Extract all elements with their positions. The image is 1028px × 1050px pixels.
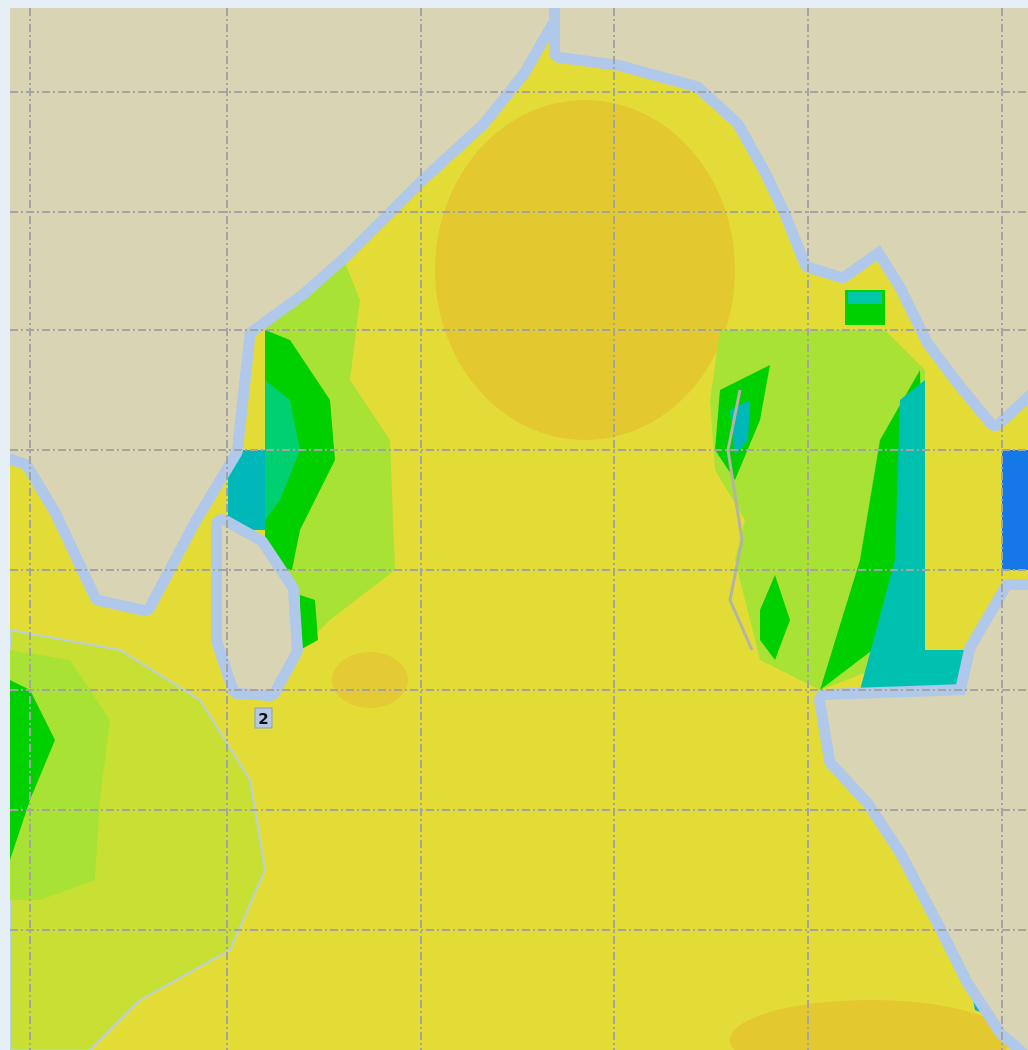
wave-zone [300,595,318,650]
island-chain [726,389,754,651]
marker[interactable]: 2 [254,707,273,729]
warm-zone [435,100,735,440]
warm-zone [332,652,408,708]
wave-zone [860,380,965,690]
land [814,579,1028,1050]
wave-zone [760,575,790,660]
marker-label: 2 [258,710,268,728]
wave-zone [10,680,55,860]
land [549,8,1028,431]
graticule [10,8,1028,1050]
marker-box [254,707,273,729]
land [211,514,303,701]
wave-zone [1002,450,1028,570]
wave-zone [848,292,882,304]
warm-zone [730,1000,1010,1050]
